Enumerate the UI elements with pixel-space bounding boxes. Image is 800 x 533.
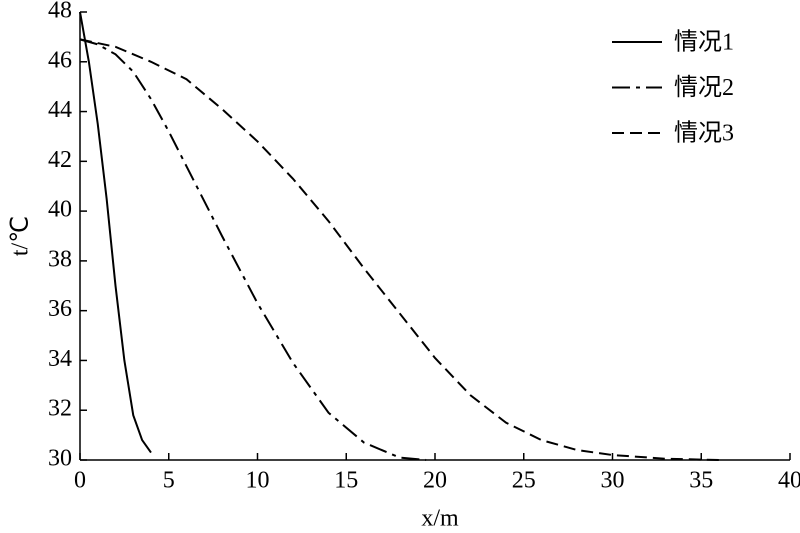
legend-label: 情况2 (674, 74, 734, 101)
y-tick-label: 48 (48, 0, 72, 24)
x-tick-label: 40 (778, 468, 800, 494)
y-tick-label: 36 (48, 296, 72, 322)
x-tick-label: 0 (74, 468, 86, 494)
x-tick-label: 5 (163, 468, 175, 494)
y-tick-label: 40 (48, 197, 72, 223)
x-tick-label: 35 (689, 468, 713, 494)
y-tick-label: 34 (48, 346, 72, 372)
x-axis-label: x/m (421, 506, 459, 532)
x-tick-label: 15 (334, 468, 358, 494)
y-tick-label: 32 (48, 396, 72, 422)
y-tick-label: 44 (48, 97, 72, 123)
legend-label: 情况1 (674, 29, 734, 56)
y-tick-label: 46 (48, 47, 72, 73)
legend-label: 情况3 (674, 120, 734, 147)
x-tick-label: 25 (512, 468, 536, 494)
y-tick-label: 30 (48, 446, 72, 472)
y-axis-label: t/℃ (8, 216, 34, 256)
y-tick-label: 42 (48, 147, 72, 173)
line-series (79, 11, 152, 454)
x-tick-label: 20 (423, 468, 447, 494)
x-tick-label: 10 (246, 468, 270, 494)
x-tick-label: 30 (601, 468, 625, 494)
y-tick-label: 38 (48, 246, 72, 272)
line-series (79, 38, 427, 461)
line-series (79, 38, 720, 461)
